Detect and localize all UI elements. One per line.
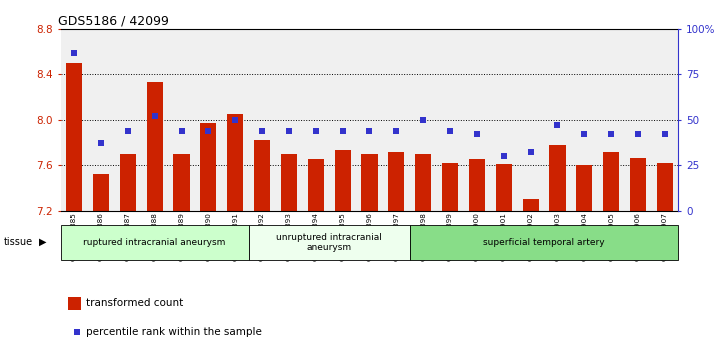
- Bar: [248, 225, 410, 260]
- Point: [337, 128, 348, 134]
- Point: [552, 122, 563, 128]
- Bar: [93, 174, 109, 211]
- Bar: [201, 123, 216, 211]
- Bar: [308, 159, 324, 211]
- Bar: [66, 63, 82, 211]
- Point: [498, 153, 510, 159]
- Point: [229, 117, 241, 123]
- Point: [149, 113, 161, 119]
- Bar: [496, 164, 512, 211]
- Bar: [657, 163, 673, 211]
- Point: [391, 128, 402, 134]
- Point: [122, 128, 134, 134]
- Point: [152, 247, 164, 253]
- Text: unruptured intracranial
aneurysm: unruptured intracranial aneurysm: [276, 233, 382, 252]
- Point: [203, 128, 214, 134]
- Bar: [146, 82, 163, 211]
- Point: [310, 128, 321, 134]
- Bar: [174, 154, 190, 211]
- Bar: [61, 225, 248, 260]
- Bar: [361, 154, 378, 211]
- Point: [256, 128, 268, 134]
- Point: [176, 128, 187, 134]
- Point: [578, 131, 590, 137]
- Bar: [410, 225, 678, 260]
- Bar: [523, 199, 538, 211]
- Point: [283, 128, 295, 134]
- Bar: [469, 159, 485, 211]
- Bar: [254, 140, 270, 211]
- Point: [633, 131, 644, 137]
- Point: [418, 117, 429, 123]
- Text: GDS5186 / 42099: GDS5186 / 42099: [58, 15, 169, 28]
- Text: ▶: ▶: [39, 237, 47, 247]
- Bar: [227, 114, 243, 211]
- Bar: [415, 154, 431, 211]
- Bar: [603, 151, 619, 211]
- Bar: [120, 154, 136, 211]
- Bar: [576, 165, 593, 211]
- Point: [69, 50, 80, 56]
- Bar: [630, 158, 646, 211]
- Point: [363, 128, 375, 134]
- Bar: [442, 163, 458, 211]
- Point: [444, 128, 456, 134]
- Bar: [335, 150, 351, 211]
- Text: transformed count: transformed count: [86, 298, 183, 308]
- Text: tissue: tissue: [4, 237, 33, 247]
- Bar: [549, 145, 565, 211]
- Text: percentile rank within the sample: percentile rank within the sample: [86, 327, 261, 337]
- Point: [659, 131, 670, 137]
- Text: superficial temporal artery: superficial temporal artery: [483, 238, 605, 247]
- Bar: [281, 154, 297, 211]
- Bar: [388, 151, 404, 211]
- Point: [605, 131, 617, 137]
- Text: ruptured intracranial aneurysm: ruptured intracranial aneurysm: [84, 238, 226, 247]
- Point: [471, 131, 483, 137]
- Point: [525, 150, 536, 155]
- Point: [95, 140, 106, 146]
